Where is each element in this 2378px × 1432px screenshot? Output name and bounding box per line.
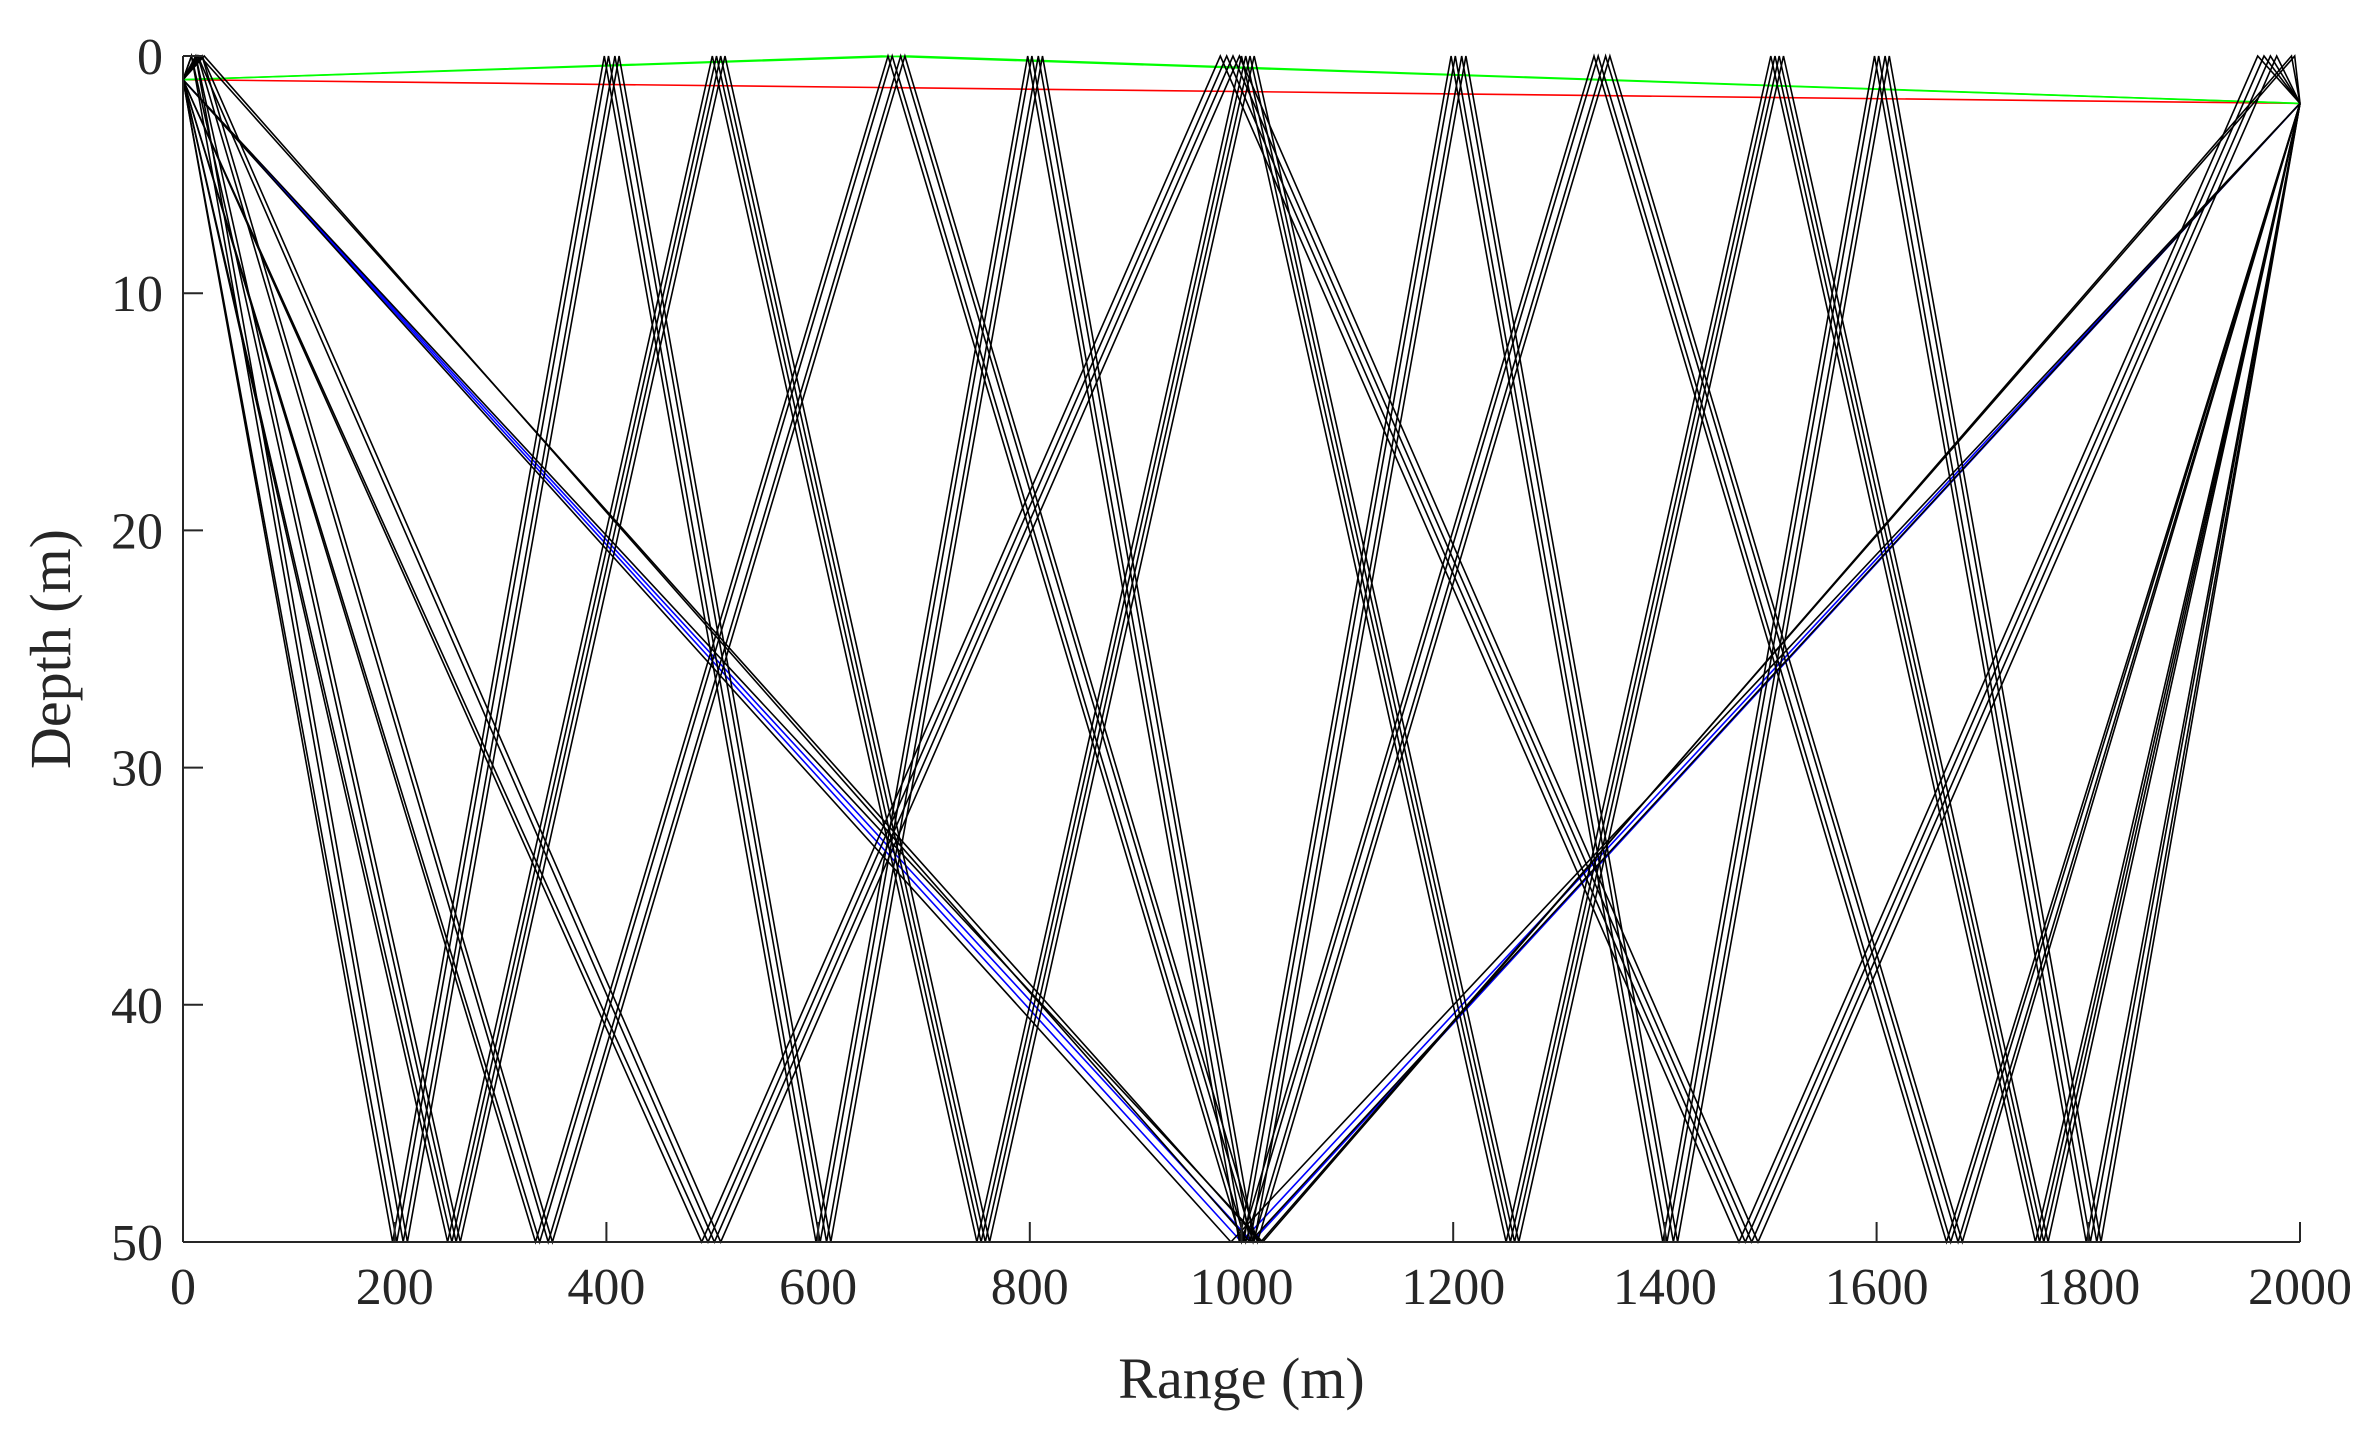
y-tick-label: 30 bbox=[111, 741, 163, 798]
ray-path-19 bbox=[182, 54, 2301, 1244]
ray-path-11 bbox=[182, 55, 2301, 1243]
ray-path-8 bbox=[182, 52, 2301, 1243]
ray-path-18 bbox=[182, 54, 2301, 1244]
ray-path-12 bbox=[182, 53, 2301, 1243]
y-tick-label: 0 bbox=[137, 29, 163, 86]
x-tick-label: 0 bbox=[170, 1259, 196, 1316]
x-tick-label: 600 bbox=[779, 1259, 857, 1316]
x-tick-label: 1000 bbox=[1190, 1259, 1294, 1316]
ray-path-16 bbox=[182, 53, 2301, 1245]
y-tick-label: 50 bbox=[111, 1215, 163, 1272]
x-tick-label: 1400 bbox=[1613, 1259, 1717, 1316]
x-tick-label: 400 bbox=[567, 1259, 645, 1316]
x-tick-label: 1800 bbox=[2036, 1259, 2140, 1316]
x-tick-label: 200 bbox=[356, 1259, 434, 1316]
ray-path-17 bbox=[182, 53, 2301, 1245]
ray-path-23 bbox=[182, 54, 2301, 1244]
y-tick-label: 40 bbox=[111, 978, 163, 1035]
series-layer bbox=[182, 52, 2301, 1245]
ray-path-10 bbox=[182, 55, 2301, 1243]
ray-path-9 bbox=[182, 53, 2301, 1243]
y-tick-label: 20 bbox=[111, 503, 163, 560]
x-tick-label: 800 bbox=[991, 1259, 1069, 1316]
ray-path-13 bbox=[182, 53, 2301, 1243]
x-axis-label: Range (m) bbox=[1118, 1346, 1364, 1411]
y-axis-label: Depth (m) bbox=[18, 529, 83, 769]
y-tick-label: 10 bbox=[111, 266, 163, 323]
ray-path-3 bbox=[182, 55, 2301, 105]
x-tick-layer: 0 200 400 600 800 1000 1200 1400 1600 1800 2000 bbox=[170, 1222, 2352, 1316]
x-tick-label: 2000 bbox=[2248, 1259, 2352, 1316]
y-tick-layer: 0 10 20 30 40 50 bbox=[111, 29, 203, 1272]
x-tick-label: 1600 bbox=[1825, 1259, 1929, 1316]
x-tick-label: 1200 bbox=[1401, 1259, 1505, 1316]
